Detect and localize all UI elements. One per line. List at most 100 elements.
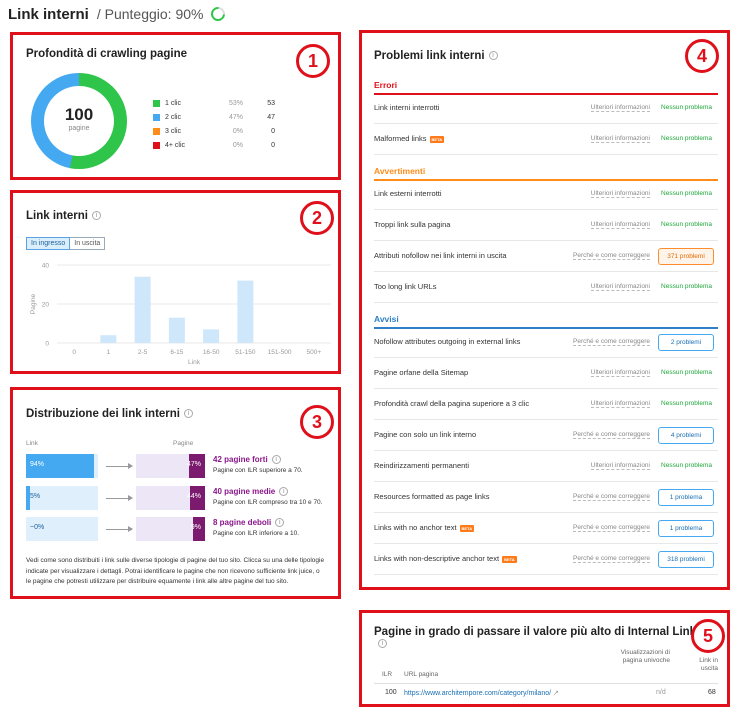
info-icon[interactable]: i: [279, 487, 289, 497]
problems-button[interactable]: 1 problema: [658, 520, 714, 537]
legend-count: 47: [267, 113, 275, 121]
info-icon[interactable]: i: [184, 409, 193, 419]
section-divider: [374, 179, 718, 181]
panel-badge-5: 5: [691, 619, 725, 653]
external-link-icon[interactable]: ↗: [553, 690, 559, 697]
link-share-value: ~0%: [30, 524, 45, 531]
link-share-fill: [26, 486, 30, 510]
legend-name: 1 clic: [165, 99, 181, 107]
crawl-depth-title: Profondità di crawling pagine: [26, 48, 188, 60]
page-title: Link interni: [8, 5, 89, 23]
crawl-depth-donut[interactable]: 100 pagine: [31, 73, 127, 169]
info-icon[interactable]: i: [91, 211, 101, 221]
panel-badge-1: 1: [296, 44, 330, 78]
legend-item[interactable]: 3 clic 0% 0: [153, 124, 275, 138]
row-url: https://www.architempore.com/category/mi…: [404, 690, 552, 697]
why-fix-link[interactable]: Perché e come correggere: [573, 493, 650, 501]
problems-button[interactable]: 318 problemi: [658, 551, 714, 568]
more-info-link[interactable]: Ulteriori informazioni: [590, 369, 650, 377]
more-info-link[interactable]: Ulteriori informazioni: [590, 283, 650, 291]
x-tick-label: 2-5: [138, 349, 148, 356]
issue-row: Reindirizzamenti permanenti Ulteriori inf…: [374, 452, 718, 482]
bar-16-50[interactable]: [203, 329, 220, 343]
more-info-link[interactable]: Ulteriori informazioni: [590, 190, 650, 198]
problems-button[interactable]: 1 problema: [658, 489, 714, 506]
why-fix-link[interactable]: Perché e come correggere: [573, 338, 650, 346]
more-info-link[interactable]: Ulteriori informazioni: [590, 104, 650, 112]
legend-item[interactable]: 4+ clic 0% 0: [153, 138, 275, 152]
distribution-title[interactable]: 42 pagine forti i: [213, 455, 281, 465]
crawl-depth-legend: 1 clic 53% 53 2 clic 47% 47 3 clic 0% 0 4+ clic 0%…: [153, 96, 275, 152]
top-ilr-pages-panel: Pagine in grado di passare il valore più…: [359, 610, 730, 707]
page-share-value: 44%: [186, 493, 201, 500]
issue-name-text: Links with no anchor text: [374, 523, 457, 532]
issue-name-text: Too long link URLs: [374, 282, 437, 291]
link-share-bar: ~0%: [26, 517, 98, 541]
no-problem-status: Nessun problema: [661, 400, 712, 407]
donut-total-label: pagine: [68, 125, 90, 132]
y-axis-label: Pagine: [30, 294, 37, 315]
info-icon[interactable]: i: [378, 639, 387, 649]
distribution-title[interactable]: 8 pagine deboli i: [213, 518, 285, 528]
internal-links-title-text: Link interni: [26, 210, 88, 222]
tab-outgoing[interactable]: In uscita: [70, 237, 106, 250]
row-url-link[interactable]: https://www.architempore.com/category/mi…: [404, 689, 559, 697]
why-fix-link[interactable]: Perché e come correggere: [573, 252, 650, 260]
legend-count: 0: [271, 141, 275, 149]
panel-badge-3: 3: [300, 405, 334, 439]
bar-1[interactable]: [100, 335, 117, 343]
distribution-title-text: 42 pagine forti: [213, 455, 268, 464]
why-fix-link[interactable]: Perché e come correggere: [573, 431, 650, 439]
no-problem-status: Nessun problema: [661, 190, 712, 197]
issue-row: Troppi link sulla pagina Ulteriori inform…: [374, 211, 718, 241]
more-info-link[interactable]: Ulteriori informazioni: [590, 135, 650, 143]
issue-row: Link interni interrotti Ulteriori informa…: [374, 94, 718, 124]
legend-swatch: [153, 99, 160, 107]
why-fix-link[interactable]: Perché e come correggere: [573, 555, 650, 563]
bar-6-15[interactable]: [168, 317, 185, 343]
donut-total: 100: [64, 105, 94, 124]
section-divider: [374, 93, 718, 95]
crawl-depth-panel: Profondità di crawling pagine 1 100 pagi…: [10, 32, 341, 180]
bar-2-5[interactable]: [134, 276, 151, 343]
legend-item[interactable]: 2 clic 47% 47: [153, 110, 275, 124]
page-share-value: 47%: [186, 461, 201, 468]
more-info-link[interactable]: Ulteriori informazioni: [590, 400, 650, 408]
problems-button[interactable]: 371 problemi: [658, 248, 714, 265]
section-notices: Avvisi: [374, 314, 399, 324]
distribution-row[interactable]: ~0% 9% 8 pagine deboli i Pagine con ILR infe…: [26, 517, 326, 541]
bar-51-150[interactable]: [237, 280, 254, 343]
problems-button[interactable]: 4 problemi: [658, 427, 714, 444]
link-issues-title-text: Problemi link interni: [374, 50, 485, 62]
x-tick-label: 1: [107, 349, 111, 356]
legend-item[interactable]: 1 clic 53% 53: [153, 96, 275, 110]
distribution-title-text: 8 pagine deboli: [213, 518, 272, 527]
issue-row: Malformed links BETA Ulteriori informazion…: [374, 125, 718, 155]
panel-badge-4: 4: [685, 39, 719, 73]
legend-swatch: [153, 141, 160, 149]
tab-incoming[interactable]: In ingresso: [26, 237, 71, 250]
problems-button[interactable]: 2 problemi: [658, 334, 714, 351]
issue-row: Nofollow attributes outgoing in external…: [374, 328, 718, 358]
issue-name-text: Profondità crawl della pagina superiore …: [374, 399, 530, 408]
issue-row: Link esterni interrotti Ulteriori informa…: [374, 180, 718, 210]
distribution-title[interactable]: 40 pagine medie i: [213, 487, 289, 497]
distribution-row[interactable]: 94% 47% 42 pagine forti i Pagine con ILR sup…: [26, 454, 326, 478]
more-info-link[interactable]: Ulteriori informazioni: [590, 221, 650, 229]
arrow-icon: [106, 526, 133, 532]
issue-name-text: Link esterni interrotti: [374, 189, 442, 198]
row-views: n/d: [656, 689, 666, 696]
score-ring-icon: [208, 4, 229, 24]
info-icon[interactable]: i: [275, 518, 285, 528]
table-divider: [374, 683, 718, 684]
issue-name-text: Malformed links: [374, 134, 427, 143]
issue-name: Resources formatted as page links: [374, 492, 489, 501]
distribution-row[interactable]: 5% 44% 40 pagine medie i Pagine con ILR comp…: [26, 486, 326, 510]
legend-name: 4+ clic: [165, 141, 186, 149]
more-info-link[interactable]: Ulteriori informazioni: [590, 462, 650, 470]
info-icon[interactable]: i: [271, 455, 281, 465]
internal-links-chart: 0 20 40 0 1 2-5 6-15 16-50 51-150 151-500 500+ Link…: [30, 263, 331, 366]
info-icon[interactable]: i: [488, 51, 498, 61]
col-unique-views: Visualizzazioni di pagina univoche: [620, 649, 670, 664]
why-fix-link[interactable]: Perché e come correggere: [573, 524, 650, 532]
